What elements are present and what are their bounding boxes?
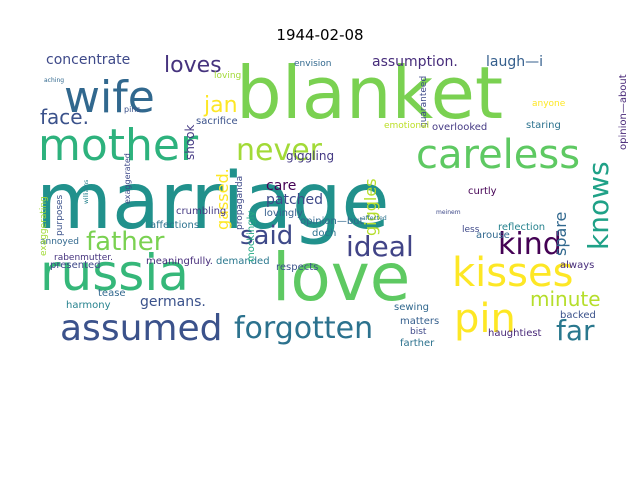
word-presented: presented	[50, 260, 101, 271]
word-germans: germans.	[140, 294, 206, 310]
word-far: far	[556, 314, 595, 347]
word-crumbling: crumbling	[176, 206, 226, 217]
word-marriage: marriage	[36, 157, 390, 247]
word-mother: mother	[38, 120, 199, 171]
word-envision: envision	[294, 59, 331, 69]
word-overlooked: overlooked	[432, 122, 487, 133]
word-love: love	[272, 239, 410, 316]
word-lovingly: lovingly	[264, 208, 303, 219]
word-farther: farther	[400, 338, 435, 349]
word-loving: loving	[214, 71, 241, 81]
word-father: father	[86, 227, 165, 257]
word-ideal: ideal	[346, 230, 414, 263]
word-patched: patched	[266, 192, 323, 208]
word-opinion-but: opinion—but	[300, 216, 364, 227]
word-propaganda: propaganda	[235, 176, 245, 230]
word-shook: shook	[183, 124, 197, 160]
word-wife: wife	[64, 72, 155, 123]
word-bist: bist	[410, 327, 427, 337]
word-blanket: blanket	[236, 51, 503, 135]
word-face: face.	[40, 105, 89, 129]
word-said: said	[240, 221, 293, 251]
word-never: never	[236, 133, 323, 168]
word-haughtiest: haughtiest	[488, 328, 542, 339]
word-demanded: demanded	[216, 256, 270, 267]
word-affections: affections	[150, 220, 199, 231]
word-minute: minute	[530, 287, 601, 311]
chart-title: 1944-02-08	[276, 26, 364, 44]
word-anyone: anyone	[532, 99, 566, 109]
word-aching: aching	[44, 77, 64, 84]
word-knows: knows	[582, 161, 615, 250]
word-respects: respects	[276, 262, 318, 273]
word-careless: careless	[416, 132, 580, 178]
word-annoyed: annoyed	[40, 237, 79, 247]
word-exaggerated: exaggerated	[123, 153, 132, 204]
word-affected: affected	[362, 215, 387, 222]
word-sewing: sewing	[394, 302, 429, 313]
word-loves: loves	[164, 53, 222, 78]
word-exaggerating: exaggerating	[39, 196, 49, 256]
word-staring: staring	[526, 120, 561, 131]
word-arouse: arouse	[476, 230, 510, 241]
word-rabenmutter: rabenmutter.	[54, 253, 113, 263]
word-care: care	[266, 178, 296, 194]
word-assumption: assumption.	[372, 54, 458, 70]
word-reflection: reflection	[498, 222, 545, 233]
word-always: always	[560, 260, 594, 271]
word-kind: kind	[498, 227, 562, 262]
word-curtly: curtly	[468, 186, 497, 197]
word-backed: backed	[560, 310, 596, 321]
word-giggles: giggles	[361, 178, 380, 236]
word-opinion-about: opinion—about	[618, 74, 629, 150]
word-concentrate: concentrate	[46, 52, 130, 68]
word-williams: williams	[83, 180, 90, 204]
word-sacrifice: sacrifice	[196, 116, 238, 127]
word-forgotten: forgotten	[234, 311, 373, 346]
word-harmony: harmony	[66, 300, 111, 311]
word-meinem: meinem	[436, 209, 461, 216]
word-pin: pin	[454, 296, 516, 342]
word-less: less	[462, 225, 480, 235]
word-purposes: purposes	[55, 194, 65, 236]
word-laugh: laugh—i	[486, 54, 543, 70]
word-assumed: assumed	[60, 308, 222, 349]
word-mockingly: mockingly	[246, 211, 257, 262]
word-pins: pins	[124, 105, 141, 114]
word-meaningfully: meaningfully.	[146, 256, 213, 267]
word-spare: spare	[551, 212, 570, 256]
word-jan: jan	[203, 93, 238, 118]
word-emotional: emotional	[384, 121, 429, 131]
word-giggling: giggling	[286, 149, 334, 163]
word-gassed: gassed.	[213, 168, 232, 230]
word-guaranteed: guaranteed	[419, 76, 429, 128]
word-russia: russia	[40, 244, 189, 302]
word-doch: doch	[312, 228, 336, 239]
word-kisses: kisses	[452, 250, 573, 296]
word-matters: matters	[400, 316, 439, 327]
word-tease: tease	[98, 288, 126, 299]
